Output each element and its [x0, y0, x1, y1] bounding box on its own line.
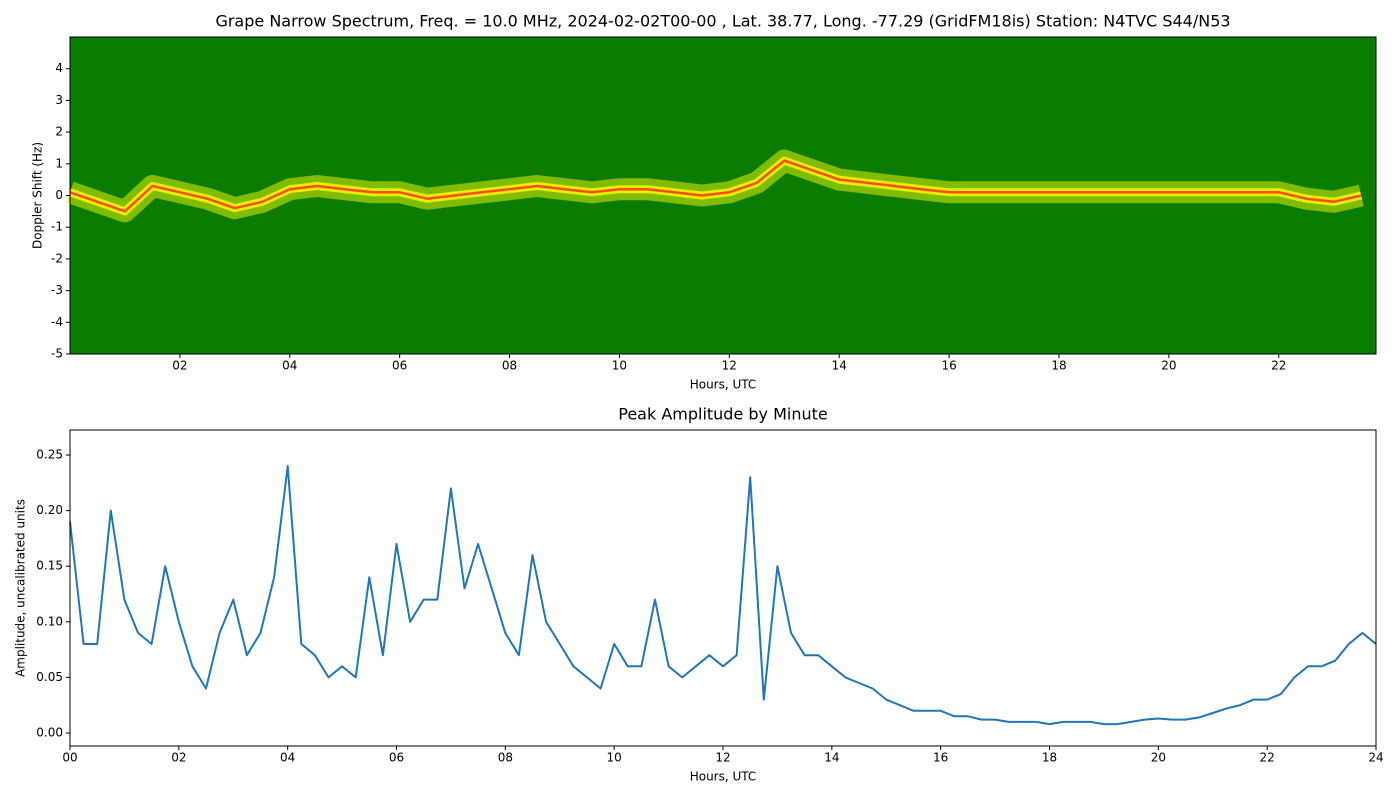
x-tick-label: 16 [941, 359, 956, 373]
x-tick-label: 02 [171, 751, 186, 765]
y-tick-label: 0 [55, 188, 63, 202]
x-axis-label: Hours, UTC [690, 378, 757, 392]
doppler-trace [69, 159, 1362, 213]
y-tick-label: 2 [55, 125, 63, 139]
y-tick-label: 1 [55, 156, 63, 170]
plot-frame [69, 429, 1377, 747]
x-tick-label: 02 [172, 359, 187, 373]
y-tick-label: 0.05 [36, 670, 63, 684]
y-tick-label: 0.10 [36, 614, 63, 628]
y-tick-label: 3 [55, 93, 63, 107]
x-tick-label: 12 [722, 359, 737, 373]
x-tick-label: 14 [824, 751, 839, 765]
y-tick-label: -1 [51, 220, 63, 234]
chart-title: Peak Amplitude by Minute [618, 405, 828, 424]
y-tick-label: 0.15 [36, 559, 63, 573]
y-axis-label: Doppler Shift (Hz) [31, 142, 45, 249]
x-tick-label: 00 [62, 751, 77, 765]
chart-title: Grape Narrow Spectrum, Freq. = 10.0 MHz,… [215, 12, 1230, 31]
x-tick-label: 04 [282, 359, 297, 373]
y-tick-label: -5 [51, 347, 63, 361]
y-tick-label: 0.20 [36, 503, 63, 517]
y-tick-label: 4 [55, 61, 63, 75]
y-tick-label: 0.25 [36, 448, 63, 462]
x-tick-label: 12 [715, 751, 730, 765]
y-tick-label: -3 [51, 283, 63, 297]
x-tick-label: 10 [612, 359, 627, 373]
amplitude-line [69, 465, 1377, 726]
x-tick-label: 08 [498, 751, 513, 765]
y-tick-label: 0.00 [36, 725, 63, 739]
x-tick-label: 24 [1368, 751, 1383, 765]
x-tick-label: 22 [1260, 751, 1275, 765]
x-tick-label: 16 [933, 751, 948, 765]
x-axis-label: Hours, UTC [690, 770, 757, 784]
y-axis-label: Amplitude, uncalibrated units [14, 499, 28, 677]
x-tick-label: 20 [1161, 359, 1176, 373]
x-tick-label: 04 [280, 751, 295, 765]
x-tick-label: 14 [832, 359, 847, 373]
x-tick-label: 20 [1151, 751, 1166, 765]
y-tick-label: -2 [51, 251, 63, 265]
x-tick-label: 22 [1271, 359, 1286, 373]
x-tick-label: 06 [389, 751, 404, 765]
y-tick-label: -4 [51, 315, 63, 329]
x-tick-label: 10 [607, 751, 622, 765]
x-tick-label: 06 [392, 359, 407, 373]
x-tick-label: 18 [1042, 751, 1057, 765]
x-tick-label: 08 [502, 359, 517, 373]
x-tick-label: 18 [1051, 359, 1066, 373]
